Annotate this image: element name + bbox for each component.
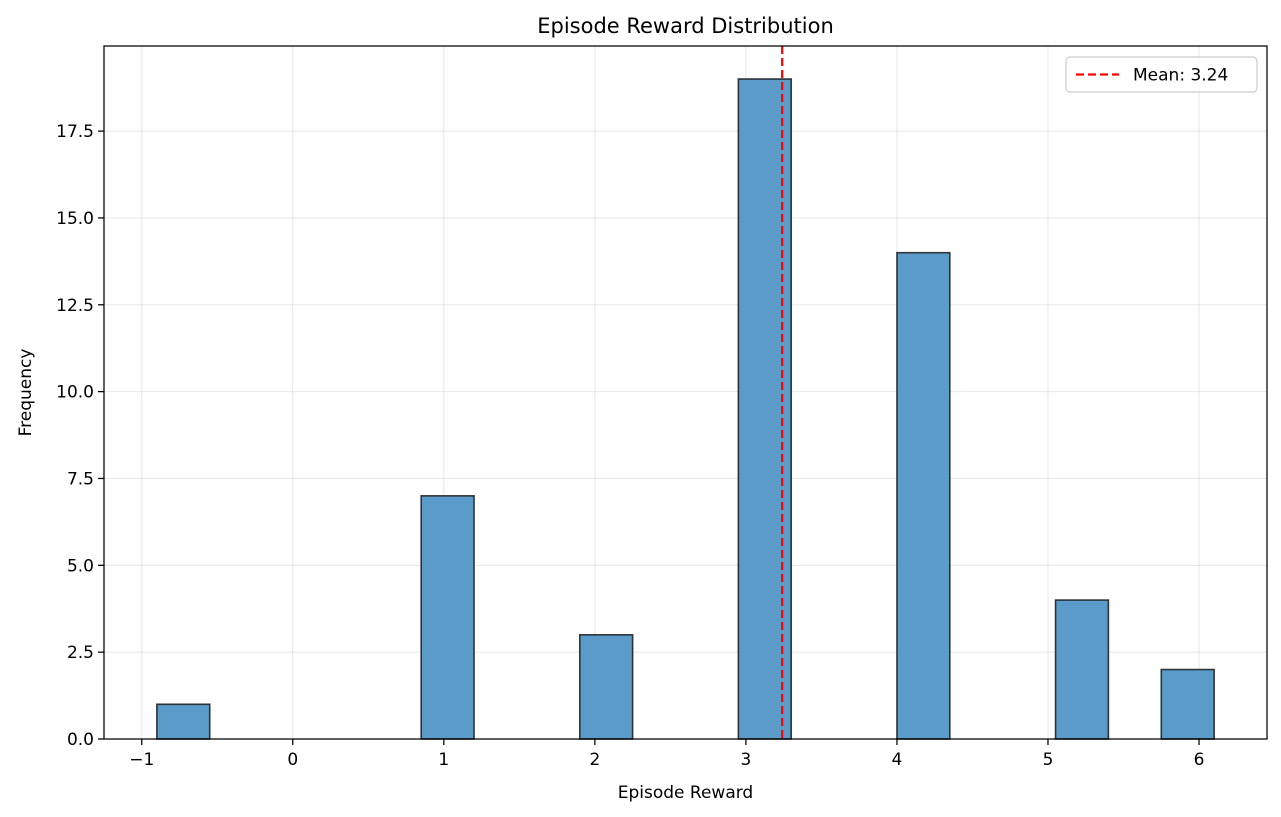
y-axis-ticks: 0.0 2.5 5.0 7.5 10.0 12.5 15.0 17.5 xyxy=(56,122,104,750)
histogram-bars xyxy=(156,78,1215,740)
histogram-bar-2 xyxy=(578,633,634,740)
histogram-bar-4 xyxy=(896,251,951,740)
legend-box xyxy=(1065,56,1258,93)
histogram-bar-6 xyxy=(1160,668,1215,740)
histogram-bar-0 xyxy=(156,703,211,740)
x-tick-label-7: 6 xyxy=(1194,750,1205,770)
y-tick-label-3: 7.5 xyxy=(67,469,94,489)
x-axis-ticks: −1 0 1 2 3 4 5 6 xyxy=(129,739,1204,770)
y-tick-label-6: 15.0 xyxy=(56,209,94,229)
x-tick-label-1: 0 xyxy=(287,750,298,770)
chart-title: Episode Reward Distribution xyxy=(537,14,834,38)
x-tick-label-3: 2 xyxy=(589,750,600,770)
x-axis-title: Episode Reward xyxy=(618,783,753,803)
legend-mean-label: Mean: 3.24 xyxy=(1133,66,1228,86)
y-tick-label-2: 5.0 xyxy=(67,556,94,576)
y-tick-label-0: 0.0 xyxy=(67,730,94,750)
histogram-bar-3 xyxy=(737,78,793,740)
histogram-bar-1 xyxy=(420,495,475,740)
y-axis-title: Frequency xyxy=(16,349,36,437)
x-tick-label-6: 5 xyxy=(1043,750,1054,770)
x-tick-label-5: 4 xyxy=(892,750,903,770)
y-tick-label-7: 17.5 xyxy=(56,122,94,142)
y-tick-label-4: 10.0 xyxy=(56,383,94,403)
histogram-bar-5 xyxy=(1054,599,1110,740)
y-tick-label-1: 2.5 xyxy=(67,643,94,663)
y-tick-label-5: 12.5 xyxy=(56,296,94,316)
x-tick-label-0: −1 xyxy=(129,750,154,770)
plot-frame xyxy=(103,45,1268,740)
legend: Mean: 3.24 xyxy=(1065,56,1258,93)
x-tick-label-4: 3 xyxy=(741,750,752,770)
x-tick-label-2: 1 xyxy=(438,750,449,770)
